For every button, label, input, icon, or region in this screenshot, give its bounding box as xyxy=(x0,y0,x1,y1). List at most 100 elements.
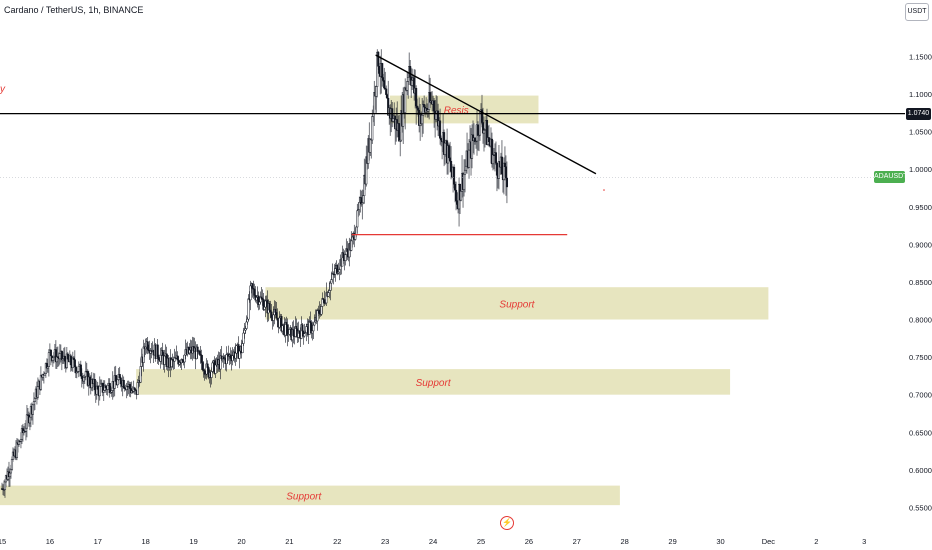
chart-title: Cardano / TetherUS, 1h, BINANCE xyxy=(4,5,144,15)
candle-body xyxy=(246,318,249,323)
candle-body xyxy=(316,310,319,322)
zone-box[interactable] xyxy=(0,485,620,506)
price-tick-label: 0.7500 xyxy=(909,353,932,362)
zone-layer: Resis Support Support Support xyxy=(0,95,769,506)
candle-body xyxy=(63,355,66,362)
time-tick-label: 20 xyxy=(237,537,245,546)
candle-body xyxy=(409,66,412,78)
candle-body xyxy=(342,252,345,259)
price-tick-label: 0.9500 xyxy=(909,203,932,212)
currency-badge[interactable]: USDT xyxy=(905,3,929,21)
candle-body xyxy=(31,404,34,415)
candle-body xyxy=(454,184,457,191)
candle-body xyxy=(417,107,420,111)
candle-body xyxy=(170,359,173,368)
candle-body xyxy=(382,77,385,81)
candle-body xyxy=(415,88,418,107)
candle-body xyxy=(456,200,459,205)
candle-body xyxy=(93,379,96,391)
candle-body xyxy=(328,290,331,293)
candle-body xyxy=(375,86,378,97)
candle-body xyxy=(449,157,452,162)
lightning-event-icon[interactable]: ⚡ xyxy=(500,516,514,530)
candle-body xyxy=(459,191,463,201)
candle-body xyxy=(330,279,333,284)
candle-body xyxy=(58,353,61,360)
time-tick-label: 15 xyxy=(0,537,6,546)
candle-body xyxy=(73,359,76,368)
zone-box[interactable] xyxy=(389,95,539,124)
candle-body xyxy=(79,364,82,377)
candle-body xyxy=(203,370,206,375)
time-tick-label: 19 xyxy=(189,537,197,546)
price-tick-label: 0.6500 xyxy=(909,428,932,437)
candle-body xyxy=(308,320,311,335)
zone-box[interactable] xyxy=(265,287,769,320)
candle-body xyxy=(104,385,107,388)
candle-body xyxy=(136,382,139,395)
candle-body xyxy=(8,472,12,477)
candle-body xyxy=(96,385,99,390)
candle-body xyxy=(478,111,482,136)
candle-body xyxy=(229,354,232,359)
candle-body xyxy=(346,248,349,252)
candle-body xyxy=(440,138,443,141)
candle-body xyxy=(404,87,407,113)
candle-layer xyxy=(0,49,508,498)
candle-body xyxy=(9,469,13,474)
time-tick-label: 30 xyxy=(716,537,724,546)
time-tick-label: 28 xyxy=(621,537,629,546)
candle-body xyxy=(406,81,409,91)
trend-line[interactable] xyxy=(375,54,597,175)
candle-body xyxy=(139,366,142,383)
zone-label: Support xyxy=(286,491,322,502)
zone-label: Support xyxy=(499,299,535,310)
candle-body xyxy=(327,292,330,297)
candle-body xyxy=(292,329,295,336)
candle-body xyxy=(24,427,27,432)
candle-body xyxy=(47,352,50,367)
cropped-label-fragment: y xyxy=(0,84,5,95)
candle-body xyxy=(122,379,125,389)
marker-dot xyxy=(603,189,605,191)
candle-body xyxy=(176,355,179,361)
candle-body xyxy=(253,289,256,296)
candle-body xyxy=(278,317,281,328)
zone-box[interactable] xyxy=(136,369,731,395)
candle-body xyxy=(455,189,458,201)
candle-body xyxy=(295,326,298,329)
candle-body xyxy=(463,169,467,175)
candle-body xyxy=(444,142,447,155)
zone-label: Resis xyxy=(444,105,469,116)
candle-body xyxy=(487,137,491,142)
candle-body xyxy=(270,311,273,318)
candle-body xyxy=(255,297,258,301)
price-level-tag: 1.0740 xyxy=(906,108,931,120)
time-tick-label: 2 xyxy=(814,537,818,546)
candle-body xyxy=(119,377,122,385)
candle-body xyxy=(225,354,228,365)
candle-body xyxy=(344,254,347,261)
candle-body xyxy=(49,349,52,357)
candle-body xyxy=(243,329,246,334)
candle-body xyxy=(275,312,278,319)
candle-body xyxy=(161,350,164,356)
time-tick-label: Dec xyxy=(762,537,776,546)
candle-body xyxy=(305,326,308,333)
candle-body xyxy=(163,355,166,365)
candle-body xyxy=(318,309,321,314)
candle-body xyxy=(33,398,36,402)
time-axis: 15161718192021222324252627282930Dec23 xyxy=(0,537,866,546)
candle-body xyxy=(156,344,159,358)
candle-body xyxy=(214,364,217,374)
candle-body xyxy=(108,383,111,394)
candle-body xyxy=(435,113,438,120)
candle-body xyxy=(269,309,272,313)
candle-body xyxy=(128,384,131,389)
candle-body xyxy=(274,308,277,313)
zone-label: Support xyxy=(416,378,452,389)
candle-body xyxy=(464,165,468,171)
candle-body xyxy=(285,322,288,325)
candle-body xyxy=(106,384,109,390)
